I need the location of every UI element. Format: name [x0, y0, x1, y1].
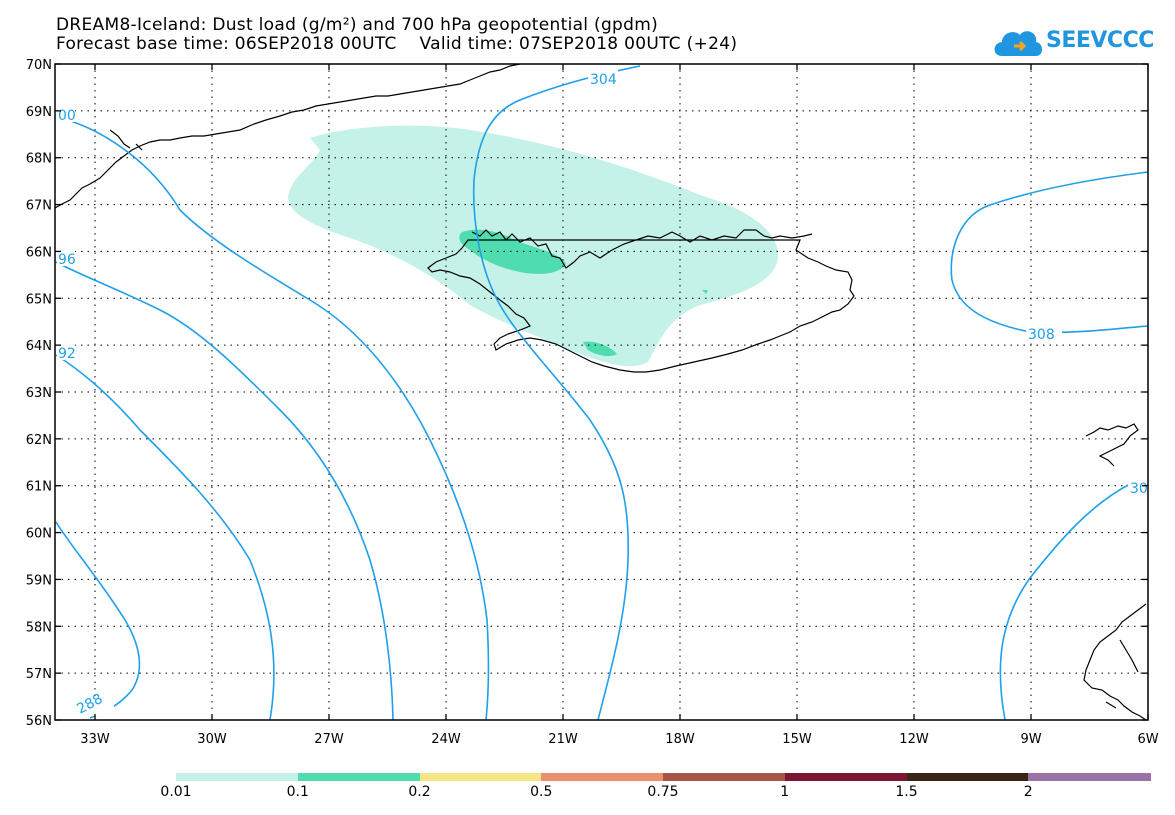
seevccc-logo: SEEVCCC	[990, 22, 1154, 62]
colorbar-segment	[784, 773, 907, 781]
iceland-coast	[427, 229, 855, 373]
contour-label-292: 92	[58, 346, 76, 362]
colorbar-label: 1.5	[895, 784, 918, 800]
lon-label: 21W	[548, 732, 578, 747]
contour-304	[472, 65, 641, 721]
cloud-icon	[994, 31, 1042, 56]
lon-label: 33W	[80, 732, 110, 747]
colorbar-label: 0.2	[408, 784, 431, 800]
lat-label: 63N	[26, 386, 52, 401]
geopotential-contours	[55, 65, 1149, 721]
colorbar-segment	[176, 773, 299, 781]
lat-label: 60N	[26, 527, 52, 542]
lon-label: 27W	[314, 732, 344, 747]
colorbar-segment	[906, 773, 1029, 781]
coastlines	[54, 63, 1147, 721]
dust-load-layer	[288, 125, 779, 367]
lat-label: 64N	[26, 339, 52, 354]
colorbar-segment	[541, 773, 664, 781]
contour-300-east	[999, 483, 1131, 721]
lat-label: 68N	[26, 152, 52, 167]
contour-label-308: 308	[1028, 327, 1055, 343]
lat-label: 62N	[26, 433, 52, 448]
longitude-labels: 33W 30W 27W 24W 21W 18W 15W 12W 9W 6W	[80, 732, 1158, 747]
dust-area-mid-east	[702, 290, 708, 294]
lat-label: 57N	[26, 667, 52, 682]
lat-label: 56N	[26, 714, 52, 729]
latitude-labels: 70N 69N 68N 67N 66N 65N 64N 63N 62N 61N 60N 59N 58N 5…	[26, 58, 52, 729]
contour-296	[55, 261, 394, 721]
contour-308	[950, 171, 1149, 334]
contour-label-304: 304	[590, 72, 617, 88]
lat-label: 67N	[26, 199, 52, 214]
contour-label-300: 00	[58, 108, 76, 124]
contour-300	[59, 117, 490, 721]
colorbar-label: 2	[1023, 784, 1033, 800]
contour-288	[55, 521, 141, 719]
lon-label: 15W	[782, 732, 812, 747]
lon-label: 24W	[431, 732, 461, 747]
colorbar-label: 0.1	[286, 784, 309, 800]
dust-area-mid-south	[583, 341, 617, 357]
lat-label: 66N	[26, 245, 52, 260]
map-subtitle: Forecast base time: 06SEP2018 00UTC Vali…	[56, 34, 738, 54]
colorbar-label: 0.75	[647, 784, 679, 800]
logo-text: SEEVCCC	[1046, 28, 1154, 53]
lat-label: 58N	[26, 620, 52, 635]
lat-label: 59N	[26, 573, 52, 588]
colorbar-segment	[663, 773, 786, 781]
dust-area-low	[288, 125, 779, 367]
map-title: DREAM8-Iceland: Dust load (g/m²) and 700…	[56, 15, 659, 35]
colorbar-label: 0.5	[530, 784, 553, 800]
lon-label: 18W	[665, 732, 695, 747]
contour-292	[55, 354, 275, 721]
lon-label: 12W	[899, 732, 929, 747]
lon-label: 30W	[197, 732, 227, 747]
greenland-coast	[54, 63, 521, 209]
colorbar-label: 1	[780, 784, 790, 800]
contour-label-296: 96	[58, 252, 76, 268]
lat-label: 70N	[26, 58, 52, 73]
faroe-islands-coast	[1085, 423, 1139, 467]
dust-area-mid-nw	[459, 229, 566, 274]
axis-ticks	[55, 63, 1149, 721]
colorbar-segment	[297, 773, 420, 781]
lat-label: 65N	[26, 292, 52, 307]
lon-label: 6W	[1137, 732, 1158, 747]
colorbar-segment	[1028, 773, 1151, 781]
colorbar-label: 0.01	[160, 784, 192, 800]
contour-label-300-east: 30	[1130, 481, 1148, 497]
lon-label: 9W	[1020, 732, 1041, 747]
colorbar-segment	[419, 773, 542, 781]
lat-label: 69N	[26, 105, 52, 120]
scotland-coast	[1083, 603, 1147, 721]
graticule	[55, 64, 1148, 720]
lat-label: 61N	[26, 480, 52, 495]
